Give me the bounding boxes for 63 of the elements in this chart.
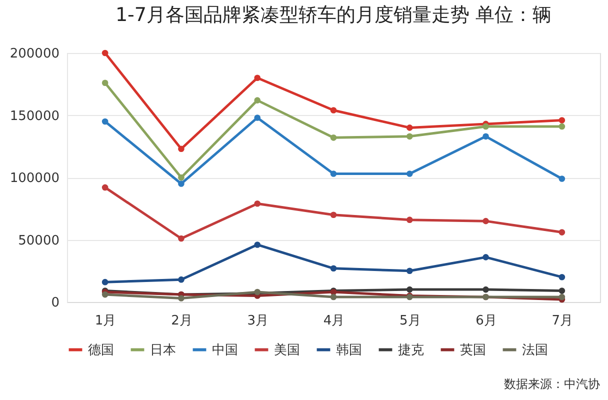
point — [558, 176, 566, 182]
point — [330, 107, 337, 114]
point — [406, 286, 413, 293]
point — [102, 291, 108, 298]
point — [558, 274, 566, 280]
point — [254, 97, 261, 104]
x-tick-label: 2月 — [171, 314, 192, 328]
point — [178, 295, 184, 302]
legend-label: 美国 — [274, 342, 300, 358]
point — [254, 74, 261, 82]
point — [178, 276, 184, 283]
point — [406, 216, 413, 223]
point — [330, 212, 337, 218]
point — [102, 118, 108, 125]
legend-label: 德国 — [88, 342, 114, 358]
x-tick-label: 7月 — [552, 314, 574, 328]
point — [406, 133, 413, 140]
y-tick-label: 150000 — [10, 108, 60, 124]
point — [178, 146, 184, 152]
x-tick-label: 5月 — [400, 314, 421, 328]
legend-label: 捷克 — [398, 342, 424, 358]
point — [482, 254, 489, 260]
point — [178, 235, 184, 242]
point — [330, 170, 337, 177]
point — [330, 265, 337, 272]
legend-label: 法国 — [522, 342, 548, 358]
point — [558, 229, 566, 236]
y-tick-label: 0 — [51, 296, 60, 310]
x-tick-label: 3月 — [247, 314, 268, 328]
x-tick-label: 4月 — [323, 314, 345, 328]
point — [330, 134, 337, 141]
point — [102, 184, 108, 191]
point — [482, 123, 489, 130]
legend-label: 中国 — [212, 342, 238, 358]
point — [558, 123, 566, 130]
point — [254, 114, 261, 121]
point — [102, 80, 108, 86]
point — [102, 278, 108, 286]
point — [178, 180, 184, 187]
legend-label: 英国 — [460, 342, 486, 358]
point — [406, 268, 413, 274]
point — [406, 124, 413, 131]
point — [558, 294, 566, 300]
point — [482, 286, 489, 293]
point — [558, 288, 566, 294]
point — [482, 133, 489, 140]
source-note: 数据来源：中汽协 — [504, 377, 600, 391]
y-tick-label: 50000 — [18, 233, 60, 248]
point — [558, 117, 566, 124]
point — [254, 200, 261, 207]
point — [102, 50, 108, 56]
y-tick-label: 100000 — [10, 171, 60, 186]
point — [254, 242, 261, 248]
legend-label: 韩国 — [336, 342, 362, 358]
point — [178, 174, 184, 181]
point — [482, 218, 489, 224]
point — [330, 294, 337, 300]
x-tick-label: 6月 — [476, 314, 497, 328]
point — [406, 170, 413, 177]
y-tick-label: 200000 — [10, 46, 60, 62]
chart-title: 1-7月各国品牌紧凑型轿车的月度销量走势 单位：辆 — [115, 4, 552, 26]
x-tick-label: 1月 — [94, 314, 116, 328]
legend-label: 日本 — [150, 342, 176, 358]
